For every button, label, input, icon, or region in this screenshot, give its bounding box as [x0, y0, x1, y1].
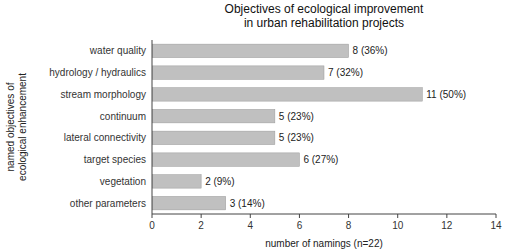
bar — [152, 44, 349, 57]
bars — [152, 44, 422, 210]
x-axis-label: number of namings (n=22) — [265, 238, 383, 249]
x-tick — [299, 214, 300, 218]
text-line: named objectives of — [5, 82, 16, 171]
y-axis-line — [152, 40, 153, 214]
y-tick-label: target species — [84, 154, 146, 165]
x-tick-label: 6 — [297, 220, 303, 231]
data-label: 8 (36%) — [353, 45, 388, 56]
x-tick — [446, 214, 447, 218]
x-tick — [348, 214, 349, 218]
bar — [152, 66, 324, 79]
text-line: ecological enhancement — [17, 73, 28, 181]
y-axis-label: named objectives ofecological enhancemen… — [5, 73, 28, 181]
bar — [152, 196, 226, 209]
x-tick-label: 12 — [441, 220, 453, 231]
data-label: 6 (27%) — [303, 154, 338, 165]
x-tick — [496, 214, 497, 218]
text-line: in urban rehabilitation projects — [244, 16, 404, 30]
y-tick-label: continuum — [100, 111, 146, 122]
bar — [152, 153, 299, 166]
y-tick-label: vegetation — [100, 176, 146, 187]
x-axis-line — [152, 214, 496, 215]
x-tick — [201, 214, 202, 218]
bar — [152, 175, 201, 188]
data-label: 5 (23%) — [279, 132, 314, 143]
x-tick-label: 8 — [346, 220, 352, 231]
data-label: 3 (14%) — [230, 198, 265, 209]
x-tick-label: 14 — [490, 220, 502, 231]
bar — [152, 88, 422, 101]
x-tick-label: 0 — [149, 220, 155, 231]
y-tick-label: stream morphology — [60, 89, 146, 100]
y-tick-label: lateral connectivity — [64, 132, 146, 143]
data-label: 7 (32%) — [328, 67, 363, 78]
data-label: 11 (50%) — [426, 89, 466, 100]
data-label: 5 (23%) — [279, 111, 314, 122]
x-tick — [152, 214, 153, 218]
y-tick-label: water quality — [89, 45, 146, 56]
y-tick-label: other parameters — [70, 198, 146, 209]
x-tick — [250, 214, 251, 218]
data-label: 2 (9%) — [205, 176, 234, 187]
bar — [152, 109, 275, 122]
y-tick-label: hydrology / hydraulics — [49, 67, 146, 78]
x-tick-label: 10 — [392, 220, 404, 231]
x-tick — [397, 214, 398, 218]
title: Objectives of ecological improvementin u… — [225, 2, 424, 30]
x-tick-label: 2 — [198, 220, 204, 231]
x-tick-label: 4 — [248, 220, 254, 231]
chart: 8 (36%) 7 (32%) 11 (50%) 5 (23%) 5 (23%) 6 (2… — [0, 0, 518, 252]
bar — [152, 131, 275, 144]
text-line: Objectives of ecological improvement — [225, 2, 424, 16]
